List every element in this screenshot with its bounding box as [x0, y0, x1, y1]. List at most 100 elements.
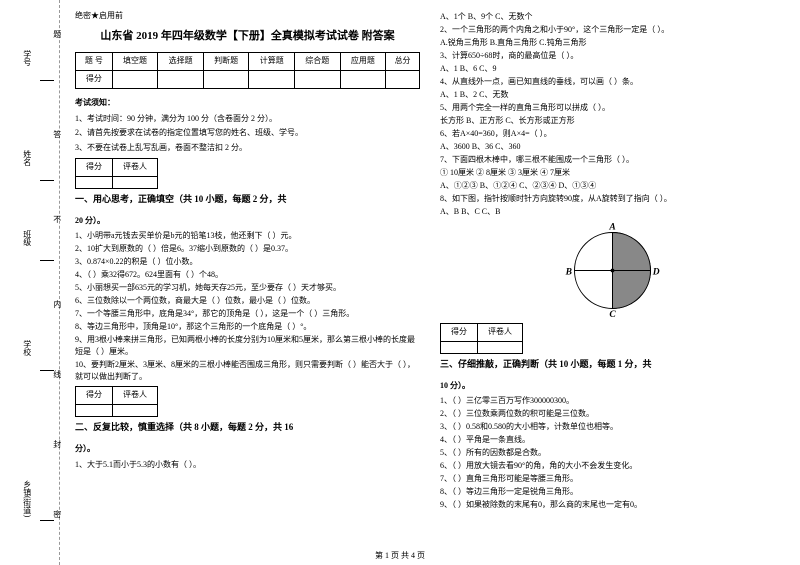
sidebar-label-id: 学号 [20, 50, 33, 66]
cell [158, 71, 204, 89]
section1-cont: 20 分）。 [75, 215, 420, 228]
q1-9: 9、用3根小棒来拼三角形，已知两根小棒的长度分别为10厘米和5厘米，那么第三根小… [75, 334, 420, 358]
label-b: B [565, 267, 572, 277]
cell [478, 341, 523, 353]
secret-label: 绝密★启用前 [75, 10, 420, 23]
th: 计算题 [249, 53, 295, 71]
cell [441, 341, 478, 353]
q3-8: 8、（ ）等边三角形一定是锐角三角形。 [440, 486, 785, 498]
sidebar-label-class: 班级 [20, 230, 33, 246]
sidebar-line [40, 180, 54, 181]
mini-c1: 得分 [76, 387, 113, 405]
seal-char: 答 [50, 130, 63, 138]
q2-opt: A、1 B、2 C、无数 [440, 89, 785, 101]
q2-opt: A、1 B、6 C、9 [440, 63, 785, 75]
cell [76, 176, 113, 188]
th: 填空题 [112, 53, 158, 71]
q2-1: 1、大于5.1而小于5.3的小数有（ ）。 [75, 459, 420, 471]
seal-char: 线 [50, 370, 63, 378]
sidebar-line [40, 520, 54, 521]
q2-8: 8、如下图，指针按顺时针方向旋转90度，从A旋转到了指向（ ）。 [440, 193, 785, 205]
section2-title: 二、反复比较，慎重选择（共 8 小题，每题 2 分，共 16 [75, 422, 293, 432]
sidebar-line [40, 80, 54, 81]
q3-7: 7、（ ）直角三角形可能是等腰三角形。 [440, 473, 785, 485]
th: 应用题 [340, 53, 386, 71]
q3-4: 4、（ ）平角是一条直线。 [440, 434, 785, 446]
cell [203, 71, 249, 89]
q2-opt: A、B B、C C、B [440, 206, 785, 218]
mini-c2: 评卷人 [113, 387, 158, 405]
q3-1: 1、（ ）三亿零三百万写作300000300。 [440, 395, 785, 407]
mini-c1: 得分 [76, 159, 113, 177]
cell [386, 71, 420, 89]
mini-score-table-2: 得分评卷人 [75, 386, 158, 417]
mini-c2: 评卷人 [113, 159, 158, 177]
seal-char: 不 [50, 215, 63, 223]
sidebar-label-town: 乡镇(街道) [20, 480, 33, 517]
q2-opt: ① 10厘米 ② 8厘米 ③ 3厘米 ④ 7厘米 [440, 167, 785, 179]
cell [76, 405, 113, 417]
mini-c2: 评卷人 [478, 324, 523, 342]
seal-char: 封 [50, 440, 63, 448]
th: 选择题 [158, 53, 204, 71]
th: 题 号 [76, 53, 113, 71]
q2-7: 7、下面四根木棒中，哪三根不能围成一个三角形（ ）。 [440, 154, 785, 166]
notice: 1、考试时间：90 分钟，满分为 100 分（含卷面分 2 分）。 [75, 113, 420, 126]
q2-6: 6、若A×40=360，则A×4=（ ）。 [440, 128, 785, 140]
cell [113, 176, 158, 188]
q1-5: 5、小丽想买一部635元的学习机，她每天存25元，至少要存（ ）天才够买。 [75, 282, 420, 294]
q3-2: 2、（ ）三位数乘两位数的积可能是三位数。 [440, 408, 785, 420]
section3-title: 三、仔细推敲，正确判断（共 10 小题，每题 1 分，共 [440, 359, 652, 369]
sidebar-label-school: 学校 [20, 340, 33, 356]
q2-4: 4、从直线外一点，画已知直线的垂线，可以画（ ）条。 [440, 76, 785, 88]
q2-opt: A、3600 B、36 C、360 [440, 141, 785, 153]
notice-title: 考试须知： [75, 97, 420, 110]
section1-title: 一、用心思考，正确填空（共 10 小题，每题 2 分，共 [75, 194, 287, 204]
label-a: A [608, 223, 615, 233]
th: 判断题 [203, 53, 249, 71]
seal-char: 题 [50, 30, 63, 38]
q3-9: 9、（ ）如果被除数的末尾有0，那么商的末尾也一定有0。 [440, 499, 785, 511]
q1-8: 8、等边三角形中，顶角是10°，那这个三角形的一个底角是（ ）°。 [75, 321, 420, 333]
q3-3: 3、（ ）0.58和0.580的大小相等，计数单位也相等。 [440, 421, 785, 433]
q2-opt: A、1个 B、9个 C、无数个 [440, 11, 785, 23]
cell [113, 405, 158, 417]
seal-char: 密 [50, 510, 63, 518]
sidebar-label-name: 姓名 [20, 150, 33, 166]
q3-6: 6、（ ）用放大镜去看90°的角，角的大小不会发生变化。 [440, 460, 785, 472]
sidebar-line [40, 260, 54, 261]
label-d: D [652, 267, 660, 277]
q1-7: 7、一个等腰三角形中，底角是34°，那它的顶角是（ ），这是一个（ ）三角形。 [75, 308, 420, 320]
exam-title: 山东省 2019 年四年级数学【下册】全真模拟考试试卷 附答案 [75, 28, 420, 45]
cell [340, 71, 386, 89]
cell [295, 71, 341, 89]
q1-6: 6、三位数除以一个两位数，商最大是（ ）位数，最小是（ ）位数。 [75, 295, 420, 307]
q1-3: 3、0.874×0.22的积是（ ）位小数。 [75, 256, 420, 268]
q3-5: 5、（ ）所有的因数都是合数。 [440, 447, 785, 459]
section3-cont: 10 分）。 [440, 380, 785, 393]
th: 总分 [386, 53, 420, 71]
q2-opt: A、①②③ B、①②④ C、②③④ D、①③④ [440, 180, 785, 192]
pointer-diagram: A B C D [565, 223, 660, 318]
notice: 3、不要在试卷上乱写乱画，卷面不整洁扣 2 分。 [75, 142, 420, 155]
main-content: 绝密★启用前 山东省 2019 年四年级数学【下册】全真模拟考试试卷 附答案 题… [65, 10, 795, 512]
q2-5: 5、用两个完全一样的直角三角形可以拼成（ ）。 [440, 102, 785, 114]
left-column: 绝密★启用前 山东省 2019 年四年级数学【下册】全真模拟考试试卷 附答案 题… [65, 10, 430, 512]
cell [112, 71, 158, 89]
q2-2: 2、一个三角形的两个内角之和小于90°，这个三角形一定是（ ）。 [440, 24, 785, 36]
section2-cont: 分）。 [75, 443, 420, 456]
right-column: A、1个 B、9个 C、无数个 2、一个三角形的两个内角之和小于90°，这个三角… [430, 10, 795, 512]
page-footer: 第 1 页 共 4 页 [0, 550, 800, 563]
mini-score-table: 得分评卷人 [75, 158, 158, 189]
cell [249, 71, 295, 89]
binding-sidebar: 学号 姓名 班级 学校 乡镇(街道) 题 答 不 内 线 封 密 [0, 0, 60, 565]
q2-3: 3、计算650÷68时，商的最高位是（ ）。 [440, 50, 785, 62]
q1-2: 2、10扩大到原数的（ ）倍是6。37缩小到原数的（ ）是0.37。 [75, 243, 420, 255]
mini-c1: 得分 [441, 324, 478, 342]
q1-10: 10、要判断2厘米、3厘米、8厘米的三根小棒能否围成三角形，则只需要判断（ ）能… [75, 359, 420, 383]
score-table: 题 号 填空题 选择题 判断题 计算题 综合题 应用题 总分 得分 [75, 52, 420, 89]
notice: 2、请首先按要求在试卷的指定位置填写您的姓名、班级、学号。 [75, 127, 420, 140]
th: 综合题 [295, 53, 341, 71]
mini-score-table-3: 得分评卷人 [440, 323, 523, 354]
seal-char: 内 [50, 300, 63, 308]
